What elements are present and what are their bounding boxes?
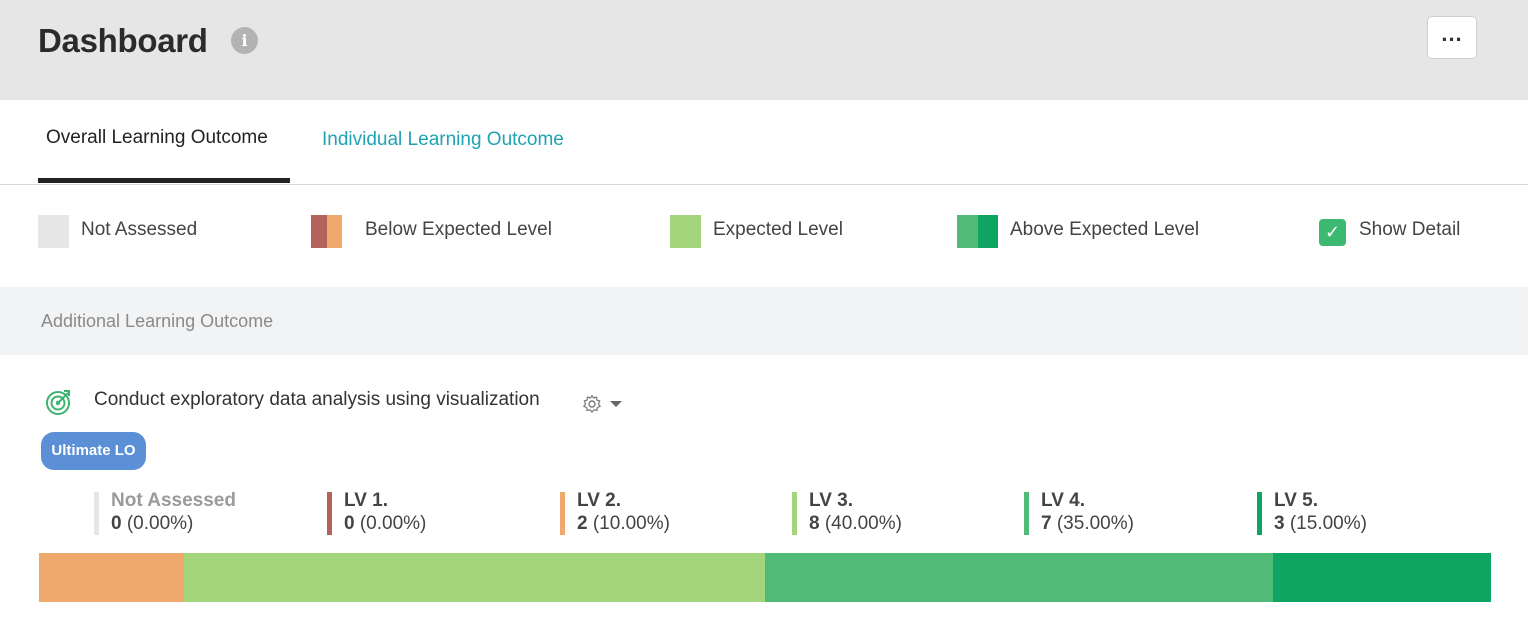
bar-segment-lv-4[interactable] xyxy=(764,553,1274,602)
level-value: 8 (40.00%) xyxy=(809,513,902,534)
legend-item-expected: Expected Level xyxy=(670,215,870,248)
legend-swatch-expected xyxy=(670,215,701,248)
section-title: Additional Learning Outcome xyxy=(41,311,274,331)
level-value: 0 (0.00%) xyxy=(344,513,427,534)
section-header: Additional Learning Outcome xyxy=(0,287,1528,355)
level-name: LV 4. xyxy=(1041,490,1085,511)
show-detail-toggle[interactable]: ✓ Show Detail xyxy=(1319,215,1479,248)
show-detail-label[interactable]: Show Detail xyxy=(1359,219,1461,240)
tab-individual-learning-outcome[interactable]: Individual Learning Outcome xyxy=(322,129,564,150)
legend-label: Not Assessed xyxy=(81,219,198,240)
level-name: Not Assessed xyxy=(111,490,236,511)
level-marker xyxy=(94,492,99,535)
legend-item-above-expected: Above Expected Level xyxy=(957,215,1237,248)
page-header: Dashboard i ... xyxy=(0,0,1528,100)
level-name: LV 2. xyxy=(577,490,621,511)
level-marker xyxy=(1257,492,1262,535)
more-options-button[interactable]: ... xyxy=(1427,16,1477,59)
page-title: Dashboard xyxy=(38,22,208,59)
legend-label: Expected Level xyxy=(713,219,843,240)
level-distribution-bar xyxy=(39,553,1491,602)
active-tab-indicator xyxy=(38,178,290,183)
level-name: LV 3. xyxy=(809,490,853,511)
learning-outcome-title: Conduct exploratory data analysis using … xyxy=(94,389,540,410)
target-icon xyxy=(46,390,70,415)
legend-label: Above Expected Level xyxy=(1010,219,1200,240)
level-not-assessed: Not Assessed 0 (0.00%) xyxy=(94,490,294,536)
level-3: LV 3. 8 (40.00%) xyxy=(792,490,992,536)
info-icon[interactable]: i xyxy=(231,27,258,54)
bar-segment-lv-2[interactable] xyxy=(39,553,185,602)
level-marker xyxy=(1024,492,1029,535)
legend: Not Assessed Below Expected Level Expect… xyxy=(0,186,1528,286)
level-value: 7 (35.00%) xyxy=(1041,513,1134,534)
legend-swatch-below-expected xyxy=(311,215,342,248)
gear-icon[interactable] xyxy=(582,394,602,414)
level-value: 0 (0.00%) xyxy=(111,513,194,534)
legend-swatch-above-expected xyxy=(957,215,998,248)
bar-segment-lv-5[interactable] xyxy=(1273,553,1491,602)
show-detail-checkbox[interactable]: ✓ xyxy=(1319,219,1346,246)
level-value: 2 (10.00%) xyxy=(577,513,670,534)
level-marker xyxy=(792,492,797,535)
level-name: LV 5. xyxy=(1274,490,1318,511)
level-summary: Not Assessed 0 (0.00%) LV 1. 0 (0.00%) L… xyxy=(0,490,1528,540)
bar-segment-lv-3[interactable] xyxy=(184,553,765,602)
level-value: 3 (15.00%) xyxy=(1274,513,1367,534)
tab-bar: Overall Learning Outcome Individual Lear… xyxy=(0,100,1528,185)
tab-overall-learning-outcome[interactable]: Overall Learning Outcome xyxy=(46,127,268,148)
legend-item-below-expected: Below Expected Level xyxy=(311,215,591,248)
level-marker xyxy=(560,492,565,535)
level-1: LV 1. 0 (0.00%) xyxy=(327,490,527,536)
legend-item-not-assessed: Not Assessed xyxy=(38,215,238,248)
learning-outcome-row: Conduct exploratory data analysis using … xyxy=(0,380,1528,425)
chevron-down-icon[interactable] xyxy=(610,401,622,407)
legend-label: Below Expected Level xyxy=(365,219,552,240)
level-2: LV 2. 2 (10.00%) xyxy=(560,490,760,536)
legend-swatch-not-assessed xyxy=(38,215,69,248)
level-name: LV 1. xyxy=(344,490,388,511)
ultimate-lo-badge: Ultimate LO xyxy=(41,432,146,470)
level-marker xyxy=(327,492,332,535)
level-4: LV 4. 7 (35.00%) xyxy=(1024,490,1224,536)
level-5: LV 5. 3 (15.00%) xyxy=(1257,490,1457,536)
